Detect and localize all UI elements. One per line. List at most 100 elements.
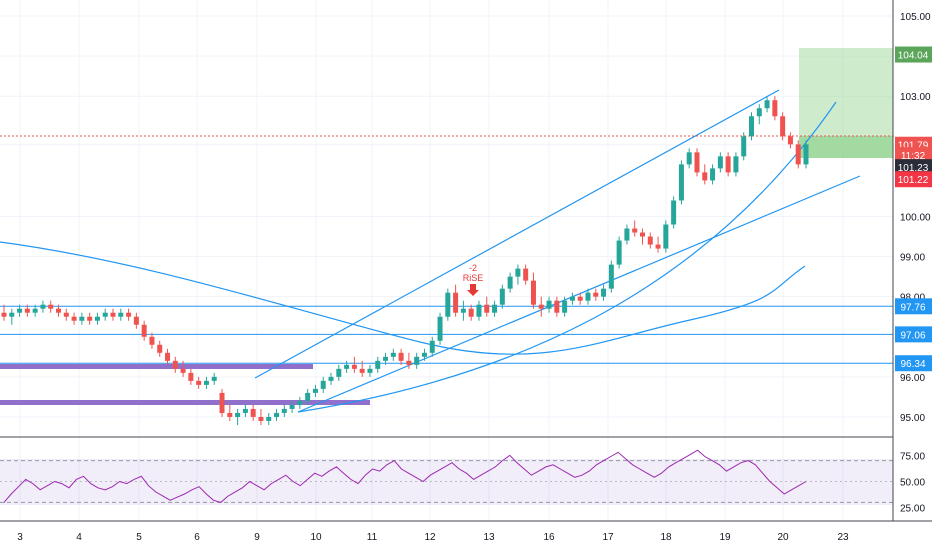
parabolic-curve [297, 101, 837, 413]
time-tick-label[interactable]: 6 [194, 532, 200, 543]
candle [149, 336, 155, 345]
candle [344, 364, 350, 369]
candle [678, 164, 684, 201]
candle [133, 316, 139, 325]
candle [710, 168, 716, 181]
candle [772, 100, 778, 117]
moving-average-curve [0, 241, 806, 355]
candle [157, 344, 163, 353]
candle [663, 224, 669, 249]
candle [359, 368, 365, 373]
rsi-tick-label: 50.00 [900, 478, 925, 489]
candle [429, 340, 435, 353]
price-tick-label: 100.00 [900, 212, 931, 223]
candle [17, 308, 23, 313]
time-tick-label[interactable]: 16 [543, 532, 555, 543]
rsi-guide-lines [0, 460, 893, 503]
candle [608, 264, 614, 289]
candle [40, 304, 46, 309]
price-tag [895, 147, 932, 164]
price-tag [895, 298, 932, 315]
price-tick-label: 105.00 [900, 12, 931, 23]
candle [165, 352, 171, 361]
candle [577, 296, 583, 301]
candle [795, 144, 801, 165]
candle [32, 308, 38, 313]
time-tick-label[interactable]: 9 [254, 532, 260, 543]
time-tick-label[interactable]: 23 [837, 532, 849, 543]
price-tag-label: 11:32 [901, 151, 926, 162]
candle [71, 316, 77, 321]
annotation-arrow-icon [467, 284, 479, 296]
candle [437, 316, 443, 341]
candle [258, 416, 264, 421]
time-tick-label[interactable]: 18 [660, 532, 672, 543]
candle [297, 400, 303, 405]
support-rectangles [0, 364, 370, 405]
time-tick-label[interactable]: 3 [17, 532, 23, 543]
candle [118, 312, 124, 317]
candle [585, 292, 591, 301]
price-tick-label: 96.00 [900, 373, 925, 384]
candle [460, 308, 466, 313]
candle [235, 412, 241, 417]
candle [507, 276, 513, 289]
candle [655, 244, 661, 249]
annotation-count: -2 [469, 263, 477, 273]
position-entry-zone [799, 136, 893, 158]
candle [647, 236, 653, 245]
candle [320, 380, 326, 389]
candle [515, 268, 521, 277]
time-tick-label[interactable]: 5 [136, 532, 142, 543]
candle [24, 308, 30, 313]
candle [499, 288, 505, 305]
price-tag-label: 97.06 [900, 330, 925, 341]
time-tick-label[interactable]: 20 [777, 532, 789, 543]
time-tick-label[interactable]: 12 [424, 532, 436, 543]
time-tick-label[interactable]: 10 [310, 532, 322, 543]
candle [312, 388, 318, 393]
candle [414, 356, 420, 365]
time-tick-label[interactable]: 11 [367, 532, 378, 543]
time-tick-label[interactable]: 4 [76, 532, 82, 543]
rsi-tick-label: 75.00 [900, 451, 925, 462]
candle [196, 380, 202, 385]
price-tick-label: 95.00 [900, 413, 925, 424]
candle [274, 412, 280, 417]
candle [632, 228, 638, 233]
time-tick-label[interactable]: 13 [483, 532, 495, 543]
candle [102, 312, 108, 317]
candle [748, 116, 754, 137]
candle [227, 412, 233, 417]
candle [538, 304, 544, 309]
rsi-axis: 75.00 50.00 25.00 [900, 451, 925, 514]
candle [367, 368, 373, 373]
rise-annotation: -2 RiSE [463, 263, 484, 296]
candle [351, 364, 357, 369]
candle [390, 352, 396, 357]
candle [787, 136, 793, 145]
candle [702, 172, 708, 181]
candle [546, 300, 552, 309]
price-tag [895, 355, 932, 372]
candle [593, 292, 599, 297]
candle [453, 292, 459, 313]
time-tick-label[interactable]: 19 [719, 532, 731, 543]
candle [694, 152, 700, 173]
rsi-tick-label: 25.00 [900, 504, 925, 515]
candle [554, 300, 560, 313]
rsi-line [3, 449, 807, 503]
candle [569, 296, 575, 301]
candles [1, 96, 809, 425]
time-tick-label[interactable]: 17 [602, 532, 614, 543]
time-axis[interactable]: 3 4 5 6 9 10 11 12 13 16 17 18 19 20 23 [17, 532, 849, 543]
candle [141, 324, 147, 337]
candle [421, 352, 427, 357]
channel-bottom-line [297, 175, 861, 413]
candle [180, 368, 186, 373]
candle [406, 360, 412, 365]
price-tag [895, 326, 932, 343]
annotation-label: RiSE [463, 273, 484, 283]
price-tag-label: 97.76 [900, 302, 925, 313]
